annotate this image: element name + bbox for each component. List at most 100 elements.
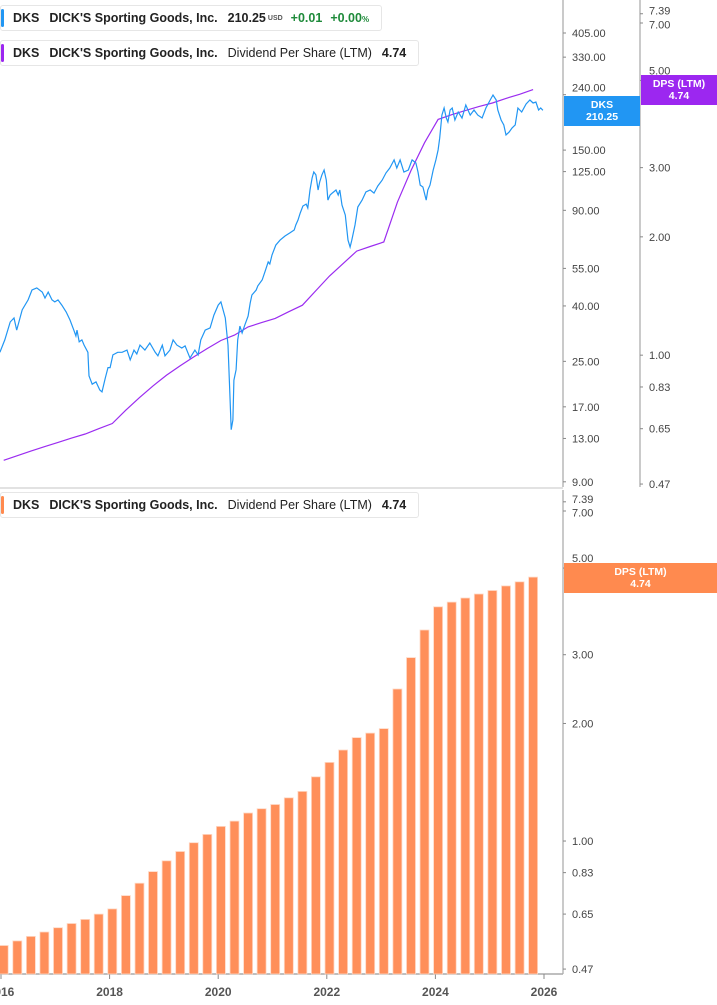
price-tag: DKS 210.25 — [564, 96, 640, 126]
dps-tag-label: DPS (LTM) — [614, 566, 667, 578]
legend-value: 4.74 — [381, 498, 407, 512]
bars-group — [0, 576, 538, 975]
dps-bar[interactable] — [419, 629, 430, 975]
bar-y-tick-label: 7.00 — [572, 508, 593, 520]
bar-y-tick-label: 1.00 — [572, 836, 593, 848]
x-tick-label: 2020 — [205, 985, 232, 999]
dps-bar[interactable] — [148, 871, 158, 975]
dps-tag-bottom: DPS (LTM) 4.74 — [564, 563, 717, 593]
bar-y-tick-label: 3.00 — [572, 650, 593, 662]
dps-bar[interactable] — [229, 820, 240, 975]
dps-bar[interactable] — [188, 842, 199, 975]
dps-bar[interactable] — [310, 776, 321, 975]
top-panel — [0, 89, 544, 461]
dps-tick-label: 2.00 — [649, 232, 670, 244]
dps-tick-label: 7.00 — [649, 20, 670, 32]
legend-ticker: DKS — [13, 498, 40, 512]
dps-bar[interactable] — [392, 688, 403, 975]
price-tag-value: 210.25 — [585, 111, 619, 123]
legend-company: DICK'S Sporting Goods, Inc. — [49, 11, 218, 25]
price-legend-color — [1, 9, 4, 27]
price-tag-label: DKS — [590, 99, 614, 111]
dps-bar[interactable] — [270, 804, 281, 975]
dps-legend-color — [1, 44, 4, 62]
dps-bar[interactable] — [446, 601, 457, 975]
dps-bar[interactable] — [80, 919, 91, 975]
dps-tag-value: 4.74 — [630, 578, 651, 590]
dps-tick-label: 0.47 — [649, 479, 670, 491]
legend-company: DICK'S Sporting Goods, Inc. — [49, 498, 218, 512]
dps-bar[interactable] — [365, 732, 376, 975]
dps-tag-label: DPS (LTM) — [652, 78, 706, 90]
x-tick-label: 2016 — [0, 985, 15, 999]
legend-metric: Dividend Per Share (LTM) — [227, 498, 372, 512]
dps-bar[interactable] — [514, 581, 525, 975]
dps-bar[interactable] — [107, 908, 118, 975]
x-tick-label: 2022 — [313, 985, 340, 999]
legend-ticker: DKS — [13, 11, 40, 25]
dps-bar[interactable] — [406, 657, 416, 975]
price-legend[interactable]: DKS DICK'S Sporting Goods, Inc. 210.25 U… — [0, 5, 383, 31]
dps-bar[interactable] — [175, 851, 186, 975]
price-tick-label: 25.00 — [572, 356, 600, 368]
bar-y-tick-label: 0.65 — [572, 909, 593, 921]
legend-pct-sign: % — [361, 15, 370, 24]
price-tick-label: 405.00 — [572, 28, 606, 40]
dps-tag-value: 4.74 — [668, 90, 690, 102]
legend-metric: Dividend Per Share (LTM) — [227, 46, 372, 60]
dps-bar[interactable] — [93, 913, 104, 975]
dps-bar[interactable] — [351, 737, 362, 975]
dps-bar-legend-color — [1, 496, 4, 514]
price-tick-label: 125.00 — [572, 167, 606, 179]
dps-bar[interactable] — [283, 797, 294, 975]
dps-bar[interactable] — [0, 945, 9, 975]
dps-bar[interactable] — [460, 597, 471, 975]
dps-bar[interactable] — [297, 791, 308, 975]
dps-bar[interactable] — [473, 593, 484, 975]
dps-bar[interactable] — [528, 576, 538, 975]
dps-bar[interactable] — [487, 590, 498, 975]
dps-bar[interactable] — [501, 585, 511, 975]
dps-bar[interactable] — [215, 826, 226, 975]
dps-tick-label: 3.00 — [649, 163, 670, 175]
dps-bar[interactable] — [256, 808, 267, 975]
legend-currency: USD — [267, 14, 283, 22]
dps-bar[interactable] — [243, 812, 254, 975]
dps-bar[interactable] — [25, 936, 36, 975]
dps-bar[interactable] — [202, 834, 213, 975]
bar-y-tick-label: 7.39 — [572, 494, 593, 506]
dps-line — [3, 89, 534, 461]
price-line — [0, 93, 544, 430]
dps-bar[interactable] — [53, 927, 63, 975]
dps-bar[interactable] — [12, 940, 23, 975]
dps-bar[interactable] — [433, 606, 444, 975]
dps-tick-label: 1.00 — [649, 350, 670, 362]
legend-price: 210.25 — [227, 11, 266, 25]
dps-bar[interactable] — [66, 923, 77, 975]
legend-ticker: DKS — [13, 46, 40, 60]
price-tick-label: 17.00 — [572, 402, 600, 414]
price-tick-label: 90.00 — [572, 205, 600, 217]
bar-y-tick-label: 2.00 — [572, 719, 593, 731]
dps-bar[interactable] — [121, 895, 131, 975]
dps-legend-bottom[interactable]: DKS DICK'S Sporting Goods, Inc. Dividend… — [0, 492, 420, 518]
legend-value: 4.74 — [381, 46, 407, 60]
dps-tick-label: 7.39 — [649, 6, 670, 18]
bar-y-tick-label: 0.47 — [572, 964, 593, 976]
dps-legend-top[interactable]: DKS DICK'S Sporting Goods, Inc. Dividend… — [0, 40, 420, 66]
price-tick-label: 9.00 — [572, 477, 593, 489]
legend-change-pct: +0.00 — [330, 11, 362, 25]
dps-bar[interactable] — [161, 860, 172, 975]
dps-bar[interactable] — [378, 728, 389, 975]
dps-tag-top: DPS (LTM) 4.74 — [641, 75, 717, 105]
x-tick-label: 2026 — [531, 985, 558, 999]
legend-company: DICK'S Sporting Goods, Inc. — [49, 46, 218, 60]
dps-tick-label: 0.83 — [649, 382, 670, 394]
dps-tick-label: 0.65 — [649, 424, 670, 436]
dps-bar[interactable] — [134, 882, 145, 975]
dps-bar[interactable] — [39, 931, 50, 975]
dps-bar[interactable] — [324, 762, 335, 975]
dps-tick-label: 5.00 — [649, 65, 670, 77]
dps-bar[interactable] — [338, 749, 349, 975]
